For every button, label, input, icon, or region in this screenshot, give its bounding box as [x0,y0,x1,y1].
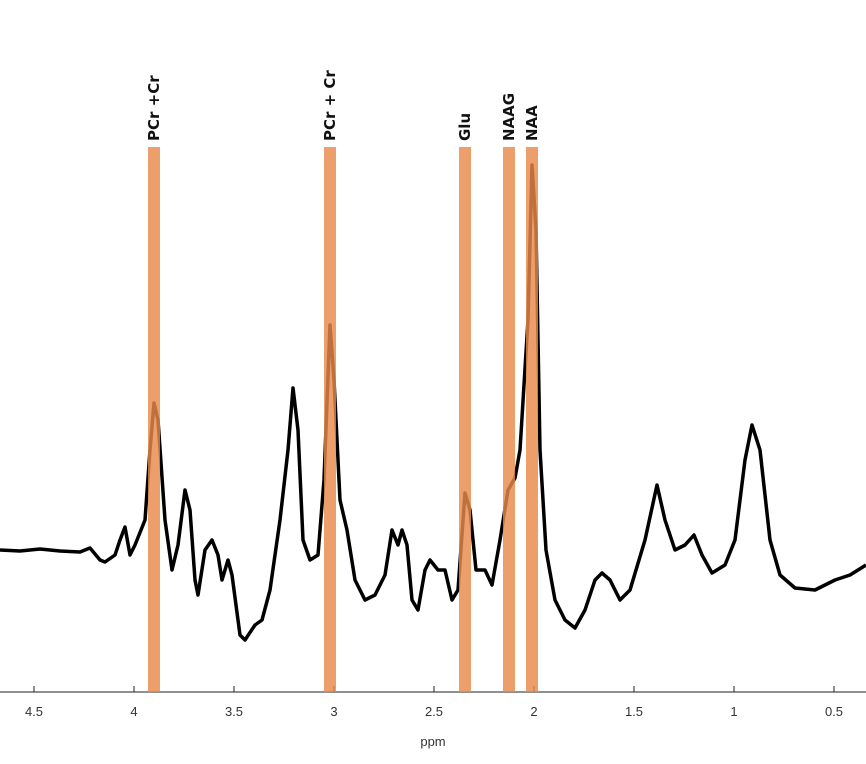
x-tick-label: 1.5 [625,704,643,719]
x-tick-label: 3.5 [225,704,243,719]
peak-label: PCr +Cr [145,75,163,141]
x-tick-label: 0.5 [825,704,843,719]
x-axis-label: ppm [420,734,445,749]
peak-label: PCr + Cr [321,70,339,141]
x-tick-label: 1 [730,704,737,719]
peak-label: Glu [456,113,474,141]
peak-band [324,147,336,692]
x-tick-label: 4.5 [25,704,43,719]
spectrum-line [0,163,866,642]
x-tick-label: 4 [130,704,137,719]
peak-band [148,147,160,692]
x-tick-label: 2.5 [425,704,443,719]
x-tick-label: 2 [530,704,537,719]
peak-band [503,147,515,692]
peak-label: NAAG [500,93,518,141]
peak-band [526,147,538,692]
x-tick-label: 3 [330,704,337,719]
peak-label: NAA [523,105,541,141]
peak-band [459,147,471,692]
